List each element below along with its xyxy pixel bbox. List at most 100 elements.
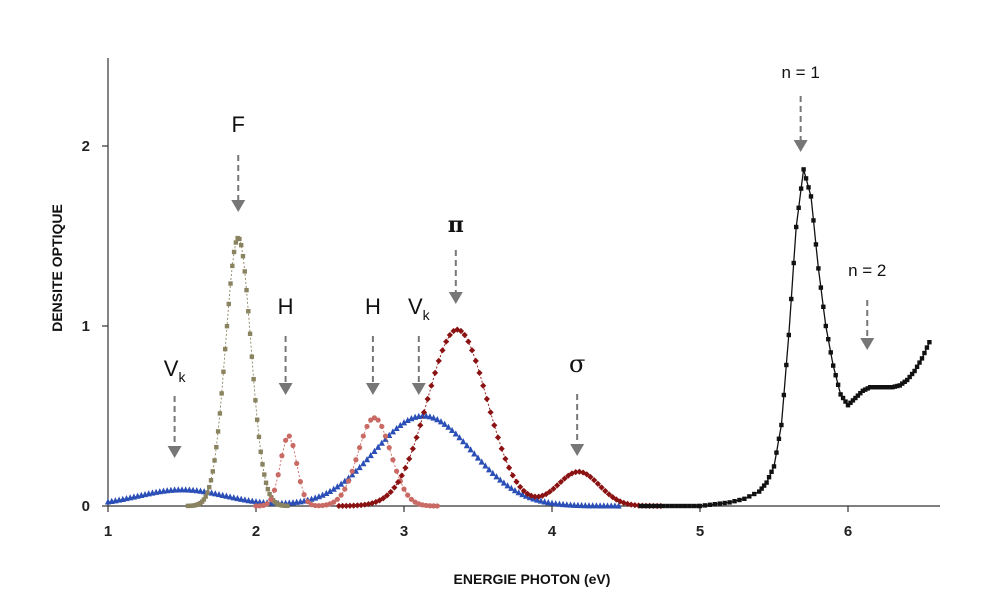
peak-label-main: π — [448, 212, 464, 238]
data-point — [244, 287, 249, 293]
arrow-head-icon — [365, 383, 380, 395]
data-point — [349, 471, 356, 478]
data-point — [223, 346, 228, 352]
data-point — [241, 496, 248, 503]
data-point — [267, 491, 272, 497]
data-point — [587, 473, 594, 481]
data-point — [843, 399, 848, 404]
data-point — [922, 350, 927, 356]
data-point — [850, 398, 856, 403]
data-point — [535, 493, 542, 500]
data-point — [363, 456, 371, 463]
data-point — [757, 489, 762, 494]
data-point — [712, 502, 717, 507]
data-point — [343, 502, 350, 509]
data-point — [823, 323, 828, 329]
data-point — [323, 489, 330, 496]
data-point — [386, 445, 392, 451]
data-point — [331, 499, 337, 505]
y-axis-title: DENSITE OPTIQUE — [49, 204, 65, 332]
data-point — [917, 360, 922, 365]
data-point — [868, 385, 873, 390]
data-point — [887, 385, 893, 390]
peak-label-subscript: k — [178, 369, 186, 385]
data-point — [511, 486, 519, 494]
data-point — [428, 382, 435, 389]
peak-label: Vk — [164, 356, 187, 385]
data-point — [791, 260, 796, 266]
data-point — [702, 503, 708, 508]
data-point — [813, 242, 819, 247]
data-point — [840, 395, 846, 401]
data-point — [391, 484, 398, 491]
data-point — [474, 454, 482, 461]
data-point — [816, 266, 821, 271]
data-point — [279, 453, 285, 459]
data-point — [471, 450, 478, 457]
data-point — [382, 435, 389, 442]
arrow-head-icon — [448, 292, 463, 304]
data-point — [838, 392, 843, 397]
data-point — [426, 413, 433, 420]
data-point — [665, 503, 670, 509]
data-point — [207, 485, 212, 490]
data-point — [271, 487, 278, 493]
data-point — [914, 364, 920, 369]
data-point — [556, 500, 563, 507]
data-point — [550, 485, 557, 492]
data-point — [572, 468, 579, 476]
data-point — [579, 469, 587, 476]
data-point — [628, 501, 635, 508]
data-point — [330, 485, 337, 492]
peak-annotation: H — [365, 294, 381, 395]
data-point — [437, 418, 445, 425]
data-point — [897, 383, 902, 388]
data-point — [491, 422, 498, 429]
data-point — [367, 451, 374, 459]
data-point — [393, 424, 400, 432]
data-point — [669, 503, 675, 509]
data-point — [853, 395, 858, 401]
data-point — [283, 437, 289, 443]
data-point — [434, 503, 440, 509]
data-point — [870, 385, 875, 390]
data-point — [224, 323, 230, 329]
data-point — [454, 326, 461, 333]
data-point — [877, 385, 883, 390]
data-point — [256, 434, 262, 440]
data-point — [616, 498, 624, 505]
data-point — [242, 269, 247, 274]
data-point — [502, 455, 509, 462]
peak-label: Vk — [408, 294, 431, 323]
data-point — [826, 337, 831, 342]
y-tick-label: 2 — [82, 138, 90, 155]
y-ticks: 0 1 2 — [82, 138, 108, 515]
data-point — [486, 466, 493, 473]
data-point — [542, 490, 550, 498]
data-point — [439, 347, 446, 354]
data-point — [821, 304, 826, 309]
data-point — [806, 185, 811, 190]
data-point — [238, 495, 245, 502]
data-point — [828, 350, 833, 355]
data-point — [902, 379, 907, 384]
data-point — [759, 486, 764, 491]
data-point — [769, 469, 774, 474]
data-point — [620, 499, 627, 506]
data-point — [732, 499, 737, 504]
data-point — [615, 502, 622, 509]
x-tick-label: 2 — [252, 523, 260, 540]
data-point — [294, 460, 300, 467]
data-point — [379, 423, 385, 430]
data-point — [500, 479, 507, 486]
series-line — [338, 329, 661, 507]
data-point — [208, 489, 215, 496]
data-point — [431, 503, 437, 509]
data-point — [722, 500, 727, 506]
data-point — [356, 463, 363, 471]
data-point — [350, 502, 357, 509]
data-point — [875, 385, 880, 390]
data-point — [515, 489, 522, 496]
data-point — [265, 486, 271, 492]
